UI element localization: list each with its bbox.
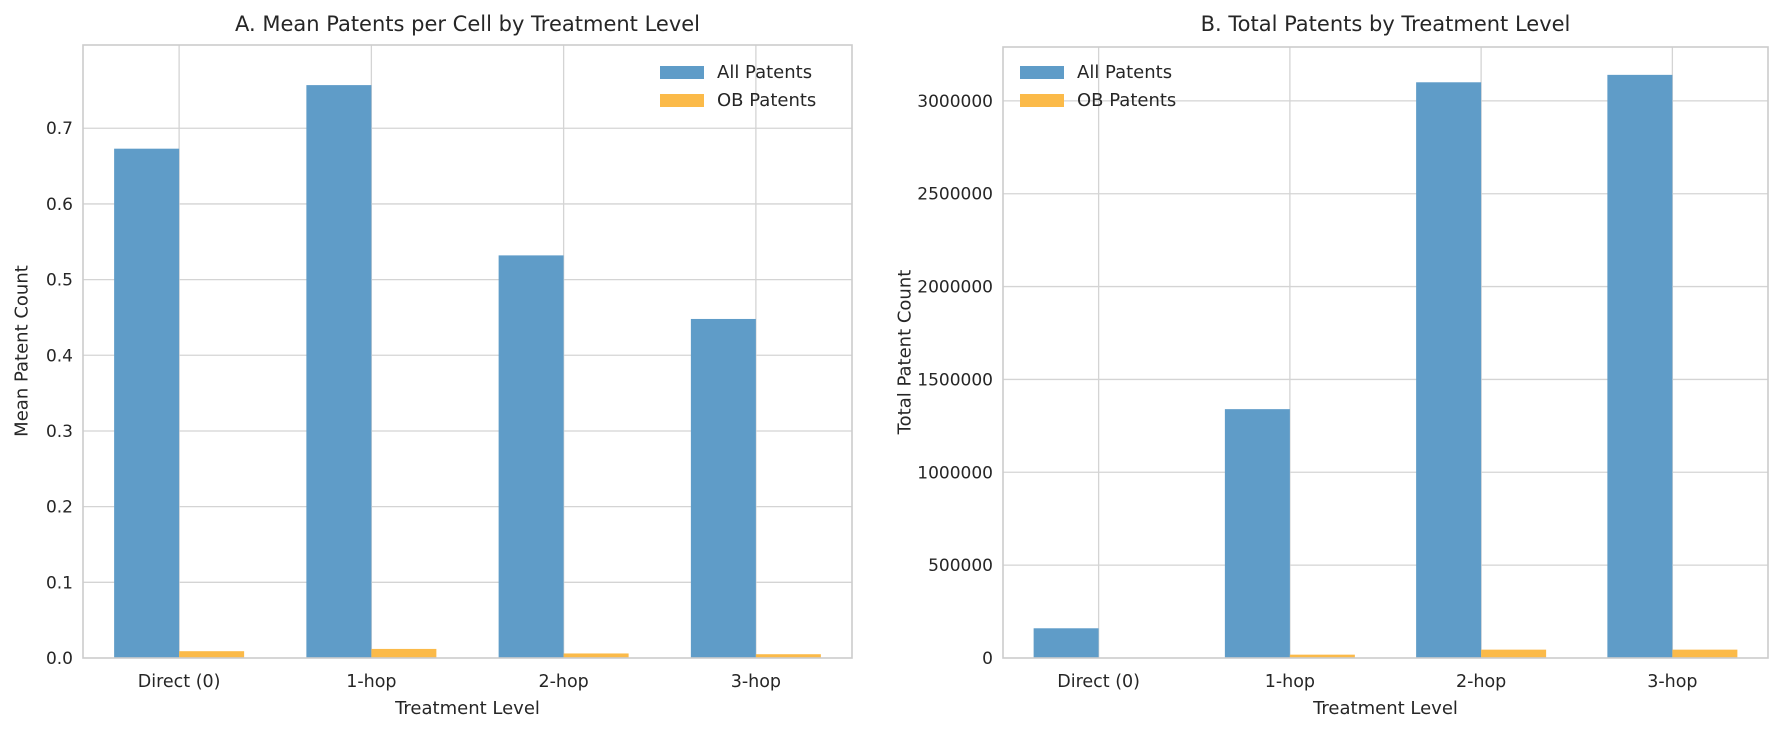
x-tick-label: 1-hop	[346, 672, 396, 692]
chart-panel-a: 0.0 0.1 0.2 0.3 0.4 0.5 0.6 0.7 Direct (0) 1-hop 2…	[11, 12, 853, 719]
legend-label-all-patents: All Patents	[1077, 61, 1173, 83]
bar-all-patents-1-hop	[1224, 409, 1290, 658]
plot-border	[82, 44, 853, 659]
y-tick-label: 0	[982, 649, 993, 669]
x-tick-label: 3-hop	[1647, 672, 1697, 692]
bar-ob-patents-1-hop	[1289, 654, 1355, 658]
bar-all-patents-direct-0	[1033, 628, 1099, 658]
bar-all-patents-3-hop	[1607, 74, 1673, 659]
panel-b-title: B. Total Patents by Treatment Level	[1200, 12, 1571, 36]
bar-ob-patents-2-hop	[1481, 649, 1547, 658]
y-tick-label: 3000000	[917, 92, 993, 112]
bar-all-patents-3-hop	[690, 318, 756, 658]
bar-ob-patents-1-hop	[371, 648, 437, 658]
x-tick-label: 2-hop	[1456, 672, 1506, 692]
bar-all-patents-2-hop	[1416, 82, 1482, 659]
y-tick-label: 0.2	[46, 498, 73, 518]
legend-item-all-patents: All Patents	[660, 61, 816, 83]
legend-item-all-patents: All Patents	[1020, 61, 1176, 83]
legend-swatch-all-patents	[1020, 65, 1064, 79]
panel-a-legend: All Patents OB Patents	[660, 61, 816, 111]
panel-a-y-axis-label: Mean Patent Count	[11, 265, 33, 437]
y-tick-label: 2000000	[917, 278, 993, 298]
panel-a-x-axis-label: Treatment Level	[395, 698, 540, 719]
plot-border	[1002, 46, 1769, 659]
bar-ob-patents-direct-0	[179, 651, 245, 658]
y-tick-label: 0.7	[46, 119, 73, 139]
panel-b-legend: All Patents OB Patents	[1020, 61, 1176, 111]
y-tick-label: 500000	[928, 556, 993, 576]
y-tick-label: 0.0	[46, 649, 73, 669]
y-tick-label: 0.3	[46, 422, 73, 442]
y-tick-label: 1000000	[917, 463, 993, 483]
y-tick-label: 2500000	[917, 185, 993, 205]
y-tick-label: 0.4	[46, 346, 73, 366]
x-tick-label: Direct (0)	[1057, 672, 1140, 692]
y-tick-label: 0.1	[46, 573, 73, 593]
legend-swatch-all-patents	[660, 65, 704, 79]
legend-item-ob-patents: OB Patents	[660, 89, 816, 111]
legend-label-all-patents: All Patents	[717, 61, 813, 83]
legend-label-ob-patents: OB Patents	[1077, 89, 1177, 111]
chart-panel-b: 0 500000 1000000 1500000 2000000 2500000 30000…	[892, 0, 1784, 731]
panel-b-y-axis-label: Total Patent Count	[894, 269, 916, 435]
panel-b-plot: 0 500000 1000000 1500000 2000000 2500000 30000…	[917, 46, 1769, 692]
panel-a-title: A. Mean Patents per Cell by Treatment Le…	[234, 12, 701, 36]
bar-ob-patents-3-hop	[755, 654, 821, 658]
bar-all-patents-1-hop	[306, 85, 372, 659]
x-tick-label: 1-hop	[1265, 672, 1315, 692]
x-tick-label: 2-hop	[538, 672, 588, 692]
x-tick-label: Direct (0)	[138, 672, 221, 692]
y-tick-label: 1500000	[917, 370, 993, 390]
bar-all-patents-direct-0	[114, 148, 180, 659]
bar-all-patents-2-hop	[498, 255, 564, 659]
legend-item-ob-patents: OB Patents	[1020, 89, 1176, 111]
y-tick-label: 0.5	[46, 271, 73, 291]
y-tick-label: 0.6	[46, 195, 73, 215]
bar-ob-patents-2-hop	[563, 653, 629, 658]
panel-b-x-axis-label: Treatment Level	[1313, 698, 1458, 719]
panel-a-plot: 0.0 0.1 0.2 0.3 0.4 0.5 0.6 0.7 Direct (0) 1-hop 2…	[46, 44, 853, 692]
legend-label-ob-patents: OB Patents	[717, 89, 817, 111]
bar-ob-patents-3-hop	[1672, 649, 1738, 658]
x-tick-label: 3-hop	[731, 672, 781, 692]
legend-swatch-ob-patents	[660, 93, 704, 107]
legend-swatch-ob-patents	[1020, 93, 1064, 107]
